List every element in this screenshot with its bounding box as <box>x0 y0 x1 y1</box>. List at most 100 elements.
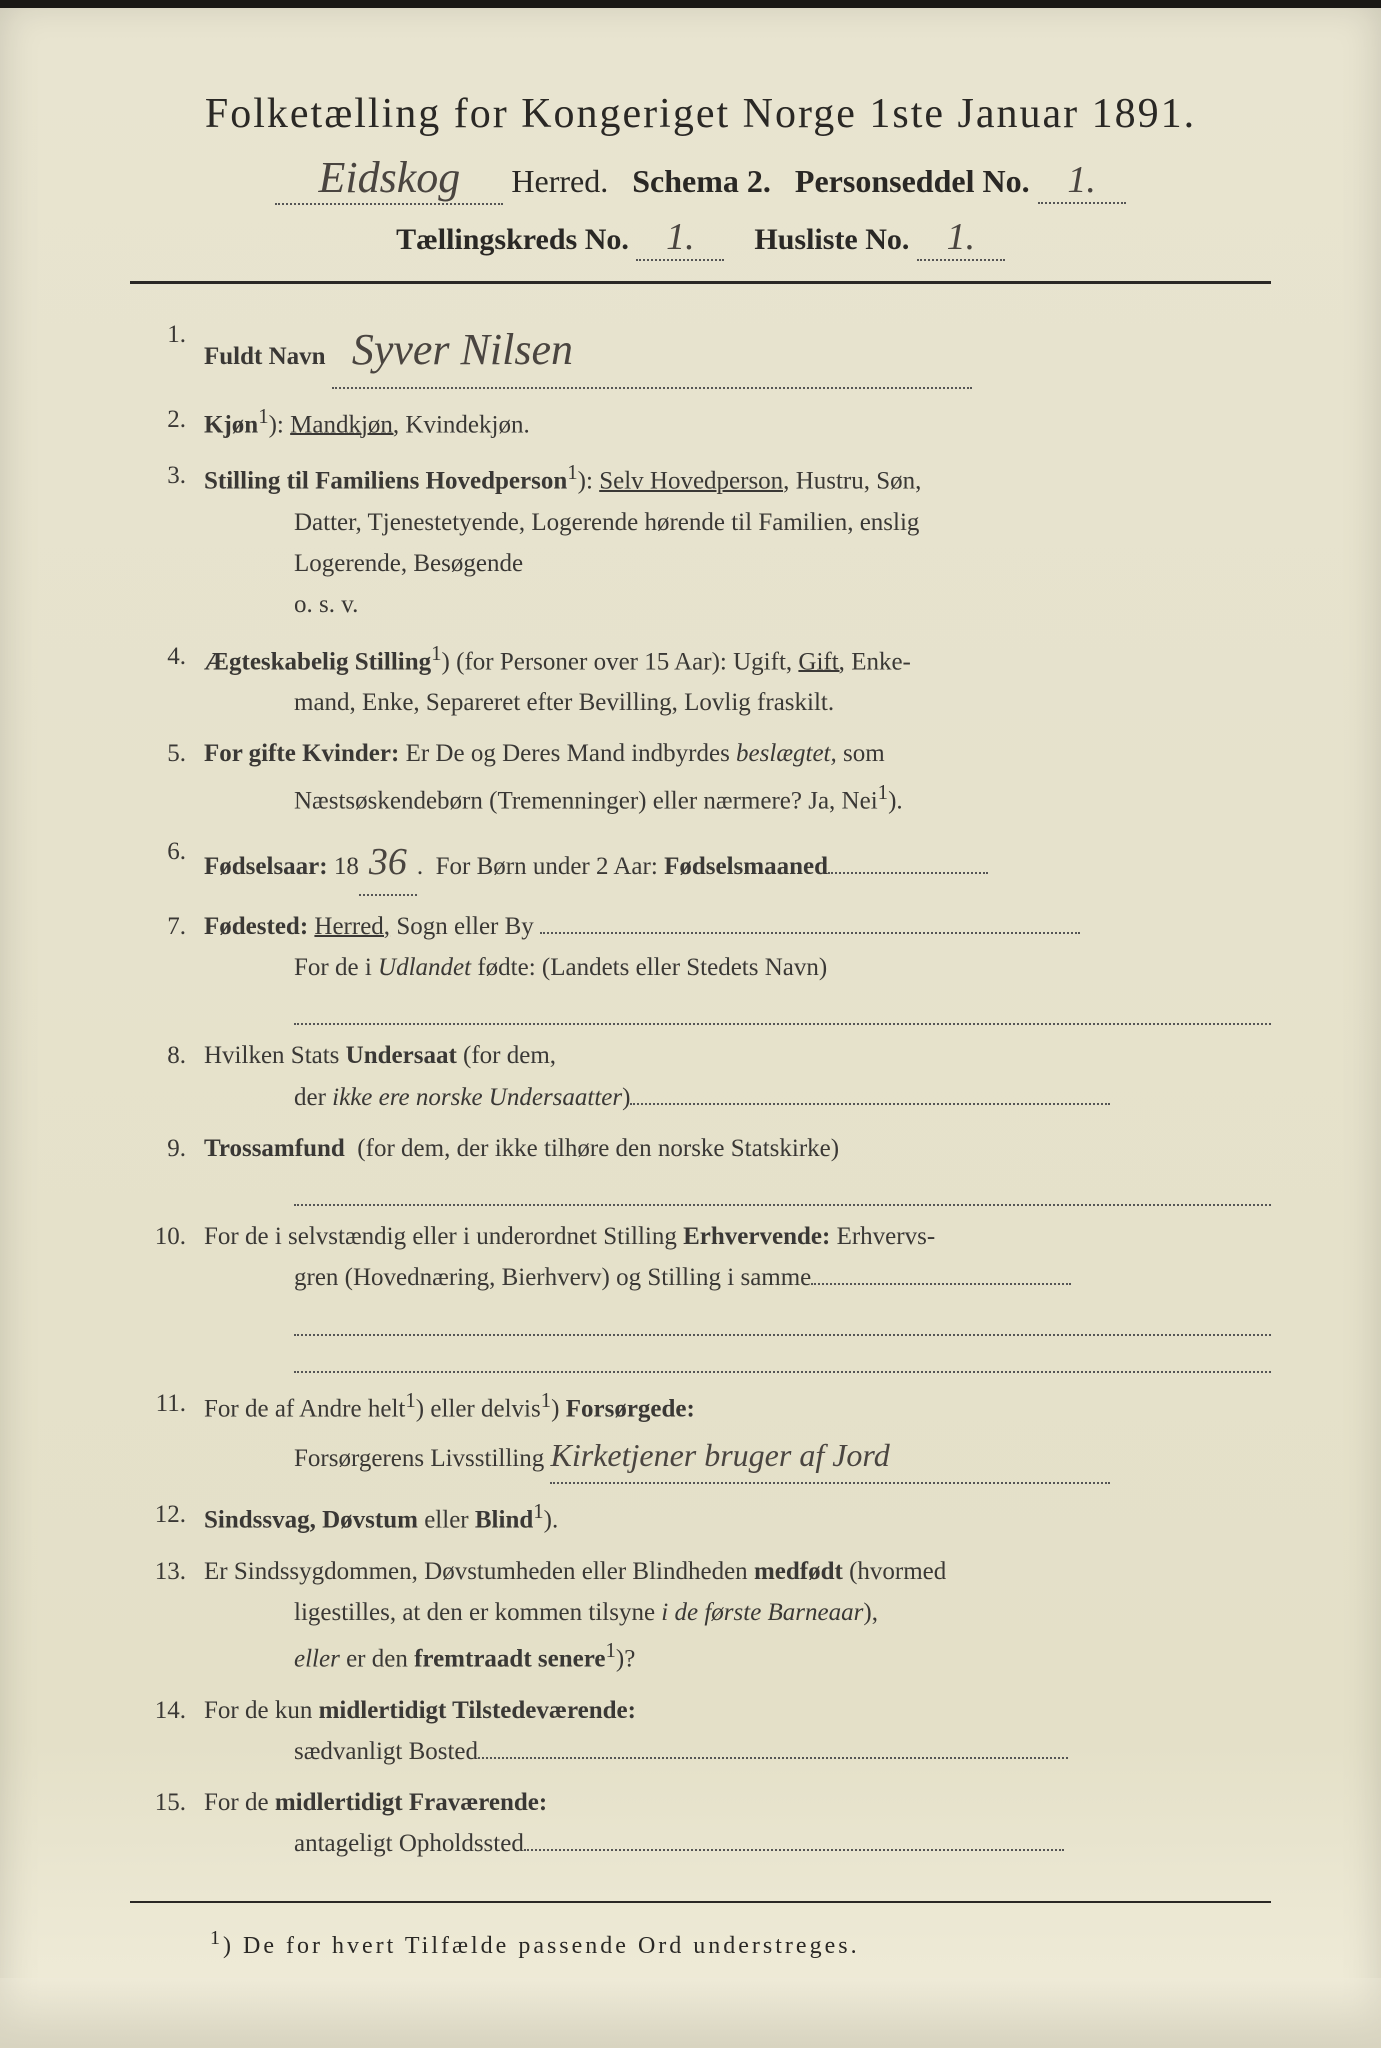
year-prefix: 18 <box>334 853 359 880</box>
udlandet: Udlandet <box>378 954 471 981</box>
item5-text1: Er De og Deres Mand indbyrdes <box>406 740 730 767</box>
item15-line2: antageligt Opholdssted <box>294 1830 524 1857</box>
item4-paren: (for Personer over 15 Aar): <box>456 648 727 675</box>
page-top-edge <box>0 0 1381 8</box>
item-num: 1. <box>130 314 204 389</box>
label-fodselsaar: Fødselsaar: <box>204 853 328 880</box>
forsorger-hand: Kirketjener bruger af Jord <box>550 1437 889 1473</box>
item11-text2: eller delvis <box>430 1395 540 1422</box>
census-form-page: Folketælling for Kongeriget Norge 1ste J… <box>0 0 1381 2048</box>
item-num: 12. <box>130 1494 204 1541</box>
item-num: 2. <box>130 399 204 446</box>
label-tilstedevaerende: midlertidigt Tilstedeværende: <box>319 1697 636 1724</box>
personseddel-no: 1. <box>1038 158 1126 204</box>
herred-label: Herred. <box>511 163 608 199</box>
taellingskreds-label: Tællingskreds No. <box>396 223 629 256</box>
footnote-sup: 1 <box>210 1927 223 1949</box>
label-gifte-kvinder: For gifte Kvinder: <box>204 740 399 767</box>
item10-text2: Erhvervs- <box>837 1223 936 1250</box>
item-4: 4. Ægteskabelig Stilling1) (for Personer… <box>130 636 1271 724</box>
item13-eller: eller <box>294 1645 340 1672</box>
item10-text1: For de i selvstændig eller i underordnet… <box>204 1223 677 1250</box>
label-kjon: Kjøn <box>204 411 258 438</box>
label-erhvervende: Erhvervende: <box>683 1223 830 1250</box>
item8-text1: Hvilken Stats <box>204 1042 339 1069</box>
label-sindssvag: Sindssvag, Døvstum <box>204 1506 418 1533</box>
item11-text1: For de af Andre helt <box>204 1395 405 1422</box>
title-main: Folketælling for Kongeriget Norge 1ste J… <box>130 90 1271 138</box>
item-num: 8. <box>130 1035 204 1118</box>
footnote-text: ) De for hvert Tilfælde passende Ord und… <box>223 1933 860 1959</box>
item-7: 7. Fødested: Herred, Sogn eller By For d… <box>130 906 1271 1026</box>
item14-line2: sædvanligt Bosted <box>294 1738 478 1765</box>
schema-label: Schema 2. <box>632 163 771 199</box>
year-hand: 36 <box>359 831 417 896</box>
item-num: 13. <box>130 1551 204 1680</box>
item10-dotted-line-2 <box>294 1336 1271 1373</box>
title-line-3: Tællingskreds No. 1. Husliste No. 1. <box>130 215 1271 261</box>
item3-line4: o. s. v. <box>204 584 1271 625</box>
label-blind: Blind <box>475 1506 533 1533</box>
label-stilling: Stilling til Familiens Hovedperson <box>204 468 567 495</box>
item9-dotted-line <box>294 1169 1271 1206</box>
footer-rule <box>130 1901 1271 1903</box>
taellingskreds-no: 1. <box>636 215 724 261</box>
item-15: 15. For de midlertidigt Fraværende: anta… <box>130 1782 1271 1865</box>
opt-herred: Herred, <box>314 913 390 940</box>
opt-mandkjon: Mandkjøn, <box>290 411 399 438</box>
item-num: 4. <box>130 636 204 724</box>
item8-text2: (for dem, <box>463 1042 556 1069</box>
opt-selv-hovedperson: Selv Hovedperson, <box>599 468 789 495</box>
name-handwritten: Syver Nilsen <box>332 325 573 374</box>
label-trossamfund: Trossamfund <box>204 1135 345 1162</box>
label-fuldt-navn: Fuldt Navn <box>204 343 326 370</box>
label-fravaerende: midlertidigt Fraværende: <box>275 1789 547 1816</box>
header-rule <box>130 281 1271 284</box>
item-num: 11. <box>130 1383 204 1484</box>
title-line-2: Eidskog Herred. Schema 2. Personseddel N… <box>130 152 1271 205</box>
label-fodested: Fødested: <box>204 913 308 940</box>
item-num: 15. <box>130 1782 204 1865</box>
item8-italic: ikke ere norske Undersaatter <box>332 1084 622 1111</box>
item7-line2b: fødte: (Landets eller Stedets Navn) <box>477 954 827 981</box>
item7-line2a: For de i <box>294 954 372 981</box>
label-undersaat: Undersaat <box>346 1042 457 1069</box>
herred-handwritten: Eidskog <box>275 152 503 205</box>
item10-dotted-line <box>294 1299 1271 1336</box>
item-num: 6. <box>130 831 204 896</box>
item13-line2a: ligestilles, at den er kommen tilsyne <box>294 1599 655 1626</box>
item5-text2: som <box>843 740 885 767</box>
item8-line2a: der <box>294 1084 326 1111</box>
item13-line3b: er den <box>346 1645 408 1672</box>
item-10: 10. For de i selvstændig eller i underor… <box>130 1216 1271 1373</box>
husliste-label: Husliste No. <box>754 223 909 256</box>
item-num: 3. <box>130 455 204 625</box>
item15-text1: For de <box>204 1789 269 1816</box>
item13-line2b: ), <box>863 1599 878 1626</box>
personseddel-label: Personseddel No. <box>795 163 1030 199</box>
item-5: 5. For gifte Kvinder: Er De og Deres Man… <box>130 733 1271 821</box>
item-3: 3. Stilling til Familiens Hovedperson1):… <box>130 455 1271 625</box>
label-aegteskabelig: Ægteskabelig Stilling <box>204 648 431 675</box>
item-12: 12. Sindssvag, Døvstum eller Blind1). <box>130 1494 1271 1541</box>
label-forsorgede: Forsørgede: <box>566 1395 695 1422</box>
item13-italic: i de første Barneaar <box>661 1599 863 1626</box>
opt-kvindekjon: Kvindekjøn. <box>405 411 529 438</box>
item12-text: eller <box>424 1506 468 1533</box>
item-14: 14. For de kun midlertidigt Tilstedevære… <box>130 1690 1271 1773</box>
item13-text1: Er Sindssygdommen, Døvstumheden eller Bl… <box>204 1558 748 1585</box>
item9-text: (for dem, der ikke tilhøre den norske St… <box>357 1135 839 1162</box>
item11-line2: Forsørgerens Livsstilling <box>294 1445 544 1472</box>
opt-gift: Gift, <box>798 648 845 675</box>
item8-line2b: ) <box>622 1084 630 1111</box>
form-items: 1. Fuldt Navn Syver Nilsen 2. Kjøn1): Ma… <box>130 314 1271 1865</box>
item-8: 8. Hvilken Stats Undersaat (for dem, der… <box>130 1035 1271 1118</box>
label-fodselsmaaned: Fødselsmaaned <box>664 853 828 880</box>
item-num: 7. <box>130 906 204 1026</box>
item-9: 9. Trossamfund (for dem, der ikke tilhør… <box>130 1128 1271 1206</box>
page-bottom-edge <box>0 1978 1381 2048</box>
item-num: 10. <box>130 1216 204 1373</box>
husliste-no: 1. <box>917 215 1005 261</box>
item3-line2: Datter, Tjenestetyende, Logerende hørend… <box>204 502 1271 543</box>
item5-line2: Næstsøskendebørn (Tremenninger) eller næ… <box>294 787 878 814</box>
